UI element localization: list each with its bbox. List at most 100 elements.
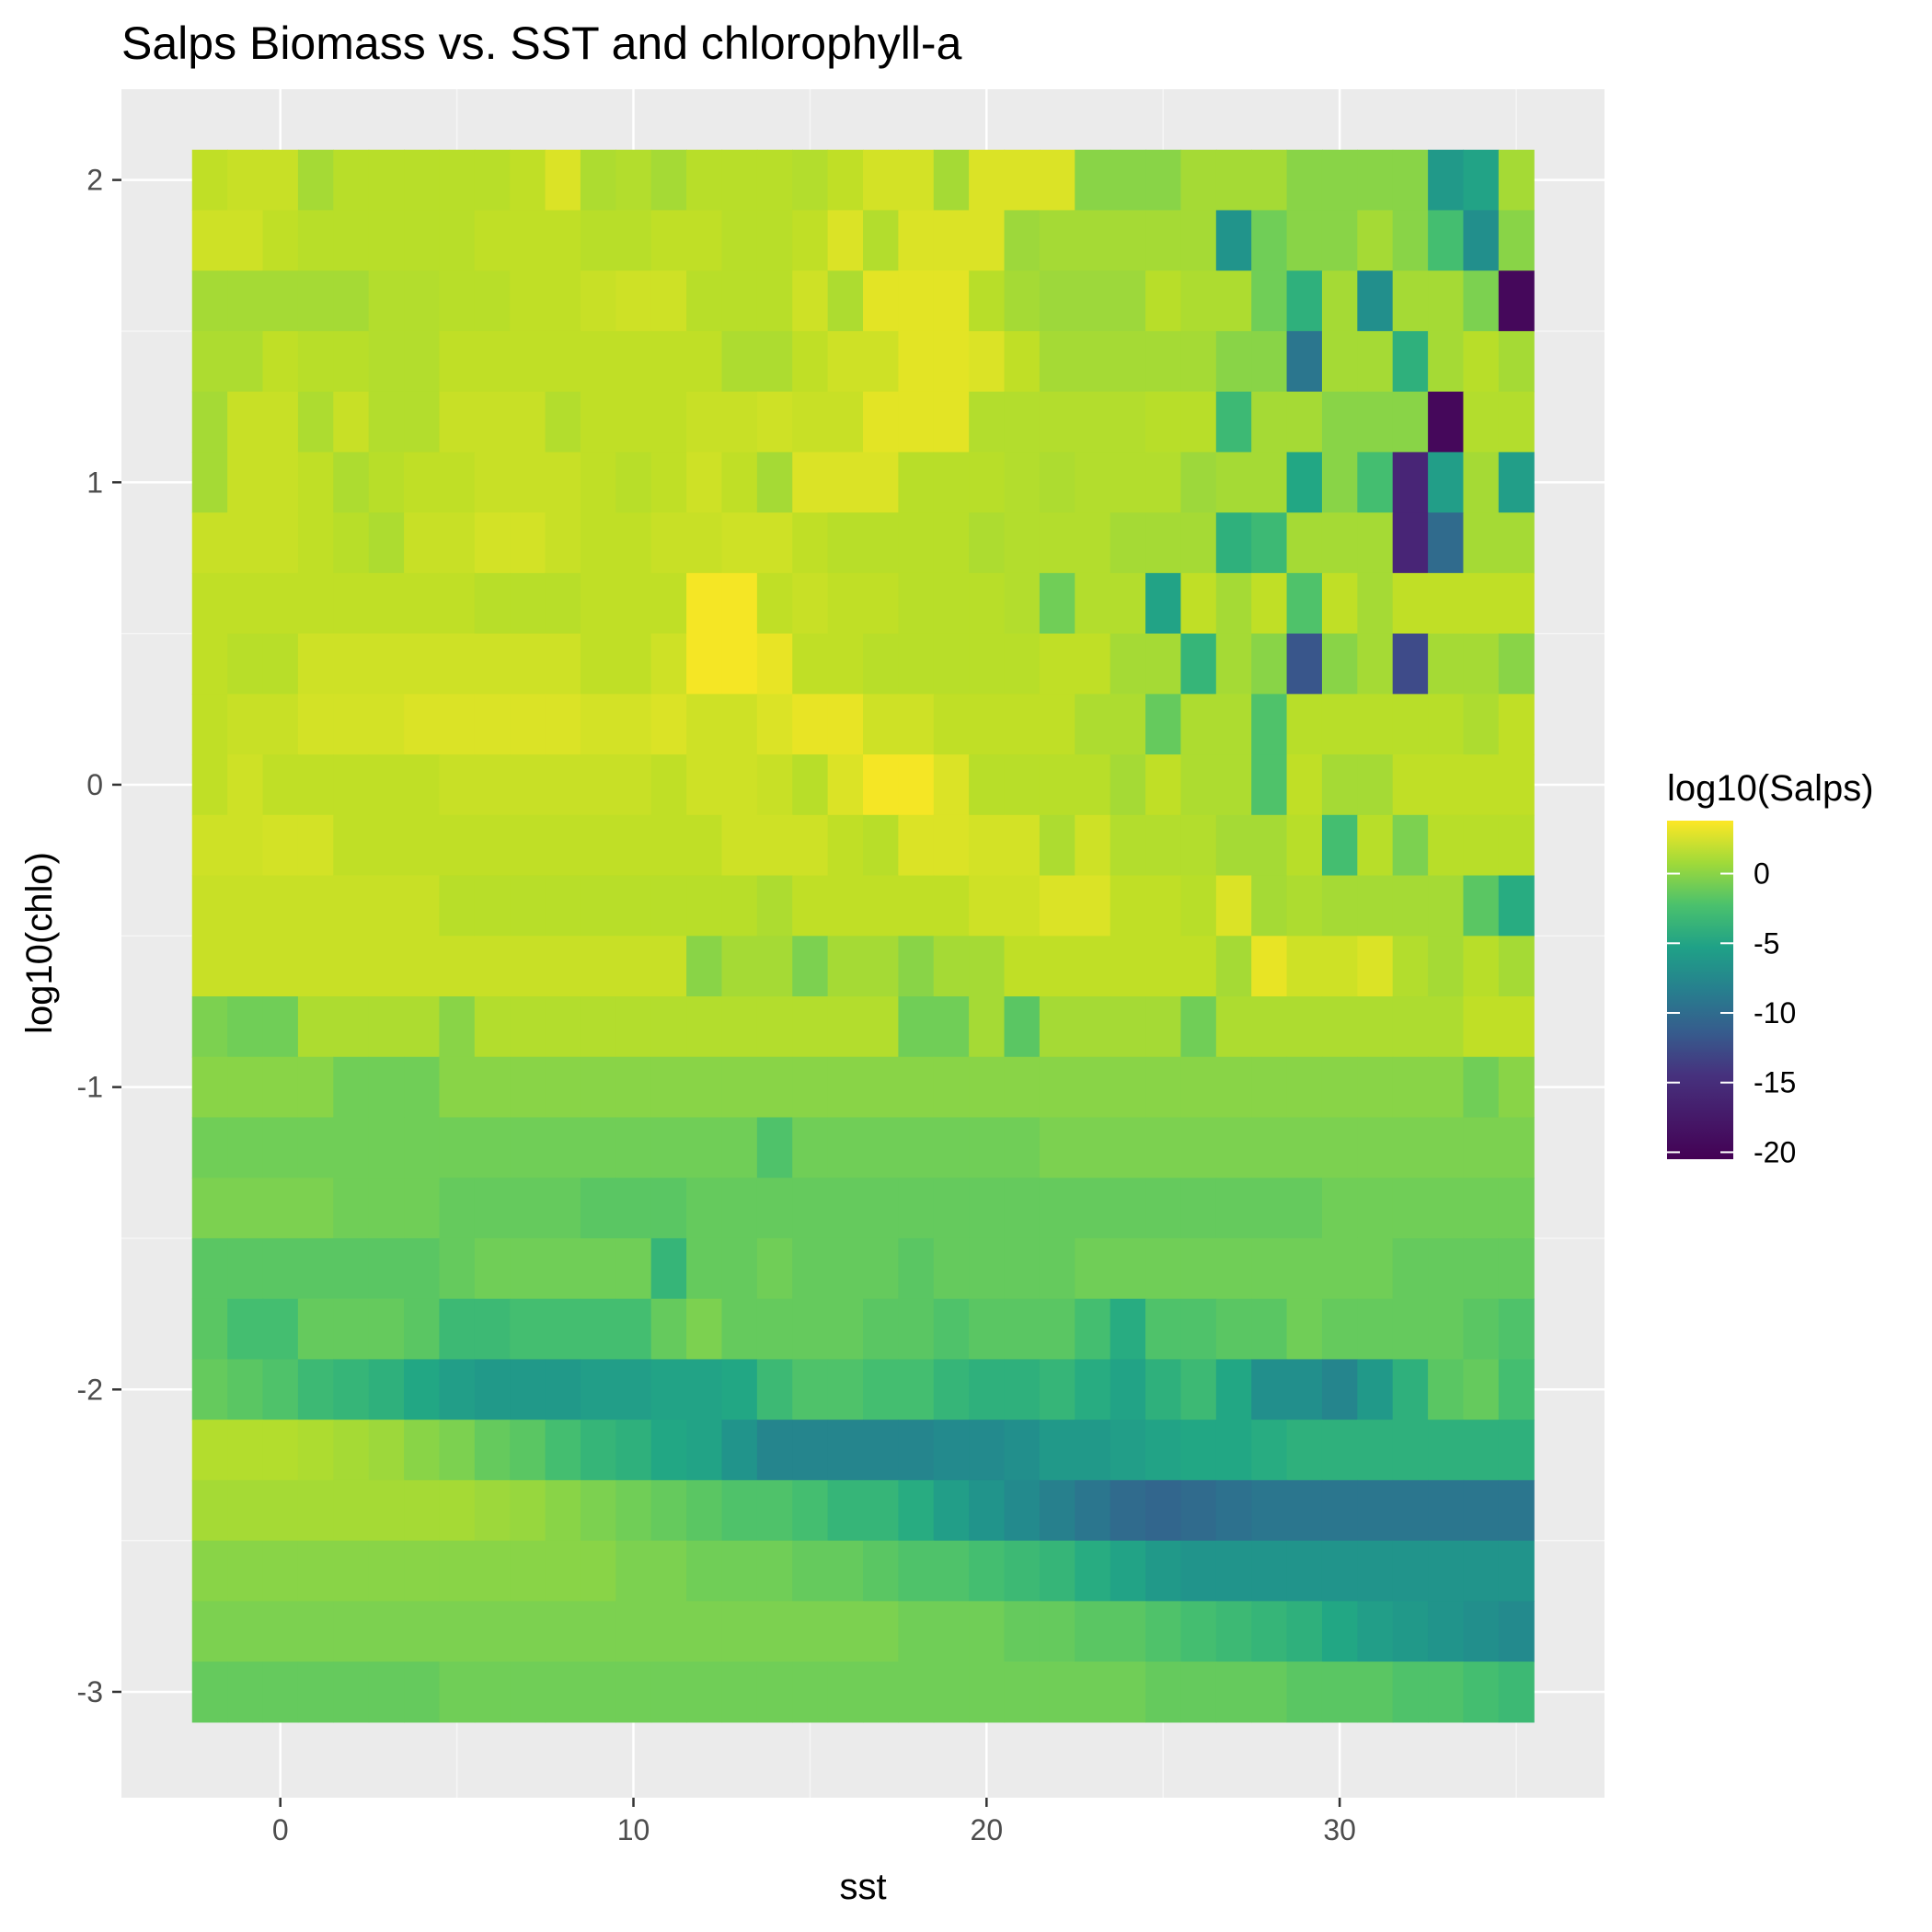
heatmap-cell xyxy=(580,875,616,937)
heatmap-cell xyxy=(1286,1237,1323,1300)
heatmap-cell xyxy=(898,1601,935,1662)
legend-tick-label: 0 xyxy=(1754,857,1770,891)
heatmap-cell xyxy=(933,1237,970,1300)
heatmap-cell xyxy=(545,149,581,212)
heatmap-cell xyxy=(1463,1479,1500,1542)
heatmap-cell xyxy=(792,452,829,513)
heatmap-cell xyxy=(474,936,511,997)
heatmap-cell xyxy=(297,391,334,453)
heatmap-cell xyxy=(792,814,829,877)
heatmap-cell xyxy=(1145,452,1182,513)
heatmap-cell xyxy=(191,1479,228,1542)
heatmap-cell xyxy=(1039,633,1075,695)
heatmap-cell xyxy=(933,149,970,212)
heatmap-cell xyxy=(1110,1056,1146,1119)
heatmap-cell xyxy=(545,1056,581,1119)
heatmap-cell xyxy=(1392,633,1429,695)
heatmap-cell xyxy=(333,1359,370,1420)
heatmap-cell xyxy=(650,512,687,574)
heatmap-cell xyxy=(1180,452,1217,513)
heatmap-cell xyxy=(1251,1237,1288,1300)
heatmap-cell xyxy=(969,391,1006,453)
heatmap-cell xyxy=(1321,391,1358,453)
heatmap-cell xyxy=(1321,512,1358,574)
heatmap-cell xyxy=(933,1117,970,1179)
heatmap-cell xyxy=(1215,1479,1252,1542)
heatmap-cell xyxy=(756,512,793,574)
heatmap-cell xyxy=(792,875,829,937)
heatmap-cell xyxy=(1357,1298,1394,1361)
heatmap-cell xyxy=(297,754,334,816)
heatmap-cell xyxy=(1180,875,1217,937)
heatmap-cell xyxy=(1392,210,1429,271)
heatmap-cell xyxy=(721,149,758,212)
heatmap-cell xyxy=(545,1420,581,1481)
heatmap-cell xyxy=(1428,1056,1465,1119)
heatmap-cell xyxy=(686,633,723,695)
heatmap-cell xyxy=(1215,1420,1252,1481)
y-tick-label: -3 xyxy=(77,1675,103,1708)
heatmap-cell xyxy=(1357,1237,1394,1300)
heatmap-cell xyxy=(227,572,264,635)
heatmap-cell xyxy=(898,452,935,513)
heatmap-cell xyxy=(686,1117,723,1179)
heatmap-cell xyxy=(262,1056,299,1119)
heatmap-cell xyxy=(1428,814,1465,877)
heatmap-cell xyxy=(1463,391,1500,453)
heatmap-cell xyxy=(404,330,441,393)
heatmap-cell xyxy=(1110,996,1146,1058)
heatmap-cell xyxy=(756,1237,793,1300)
heatmap-cell xyxy=(1321,1237,1358,1300)
heatmap-cell xyxy=(439,1178,476,1239)
heatmap-cell xyxy=(297,149,334,212)
heatmap-cell xyxy=(1180,149,1217,212)
heatmap-cell xyxy=(439,633,476,695)
heatmap-cell xyxy=(1145,1479,1182,1542)
heatmap-cell xyxy=(1145,1117,1182,1179)
heatmap-cell xyxy=(262,633,299,695)
heatmap-cell xyxy=(1180,330,1217,393)
heatmap-cell xyxy=(1251,814,1288,877)
heatmap-cell xyxy=(1215,452,1252,513)
heatmap-cell xyxy=(191,996,228,1058)
heatmap-cell xyxy=(439,754,476,816)
legend-title: log10(Salps) xyxy=(1667,768,1874,809)
heatmap-cell xyxy=(1145,1237,1182,1300)
heatmap-cell xyxy=(297,1117,334,1179)
heatmap-cell xyxy=(792,1178,829,1239)
heatmap-cell xyxy=(1075,1662,1111,1723)
heatmap-cell xyxy=(1357,1479,1394,1542)
heatmap-cell xyxy=(1498,1540,1535,1602)
heatmap-cell xyxy=(1286,149,1323,212)
heatmap-cell xyxy=(297,512,334,574)
heatmap-cell xyxy=(615,1359,652,1420)
heatmap-cell xyxy=(1357,512,1394,574)
heatmap-cell xyxy=(721,1420,758,1481)
heatmap-cell xyxy=(333,452,370,513)
heatmap-cell xyxy=(721,996,758,1058)
heatmap-cell xyxy=(898,1237,935,1300)
heatmap-cell xyxy=(439,1601,476,1662)
heatmap-cell xyxy=(1498,452,1535,513)
heatmap-cell xyxy=(545,754,581,816)
heatmap-cell xyxy=(686,512,723,574)
heatmap-cell xyxy=(1145,1298,1182,1361)
heatmap-cell xyxy=(756,754,793,816)
heatmap-cell xyxy=(969,1479,1006,1542)
heatmap-cell xyxy=(686,1601,723,1662)
heatmap-cell xyxy=(262,814,299,877)
heatmap-cell xyxy=(650,1359,687,1420)
heatmap-cell xyxy=(1110,1420,1146,1481)
heatmap-cell xyxy=(615,1178,652,1239)
heatmap-cell xyxy=(1075,1298,1111,1361)
heatmap-cell xyxy=(792,633,829,695)
heatmap-cell xyxy=(650,1056,687,1119)
heatmap-cell xyxy=(1357,1117,1394,1179)
heatmap-cell xyxy=(1145,391,1182,453)
heatmap-cell xyxy=(404,1359,441,1420)
heatmap-cell xyxy=(1075,572,1111,635)
heatmap-cell xyxy=(827,633,864,695)
heatmap-cell xyxy=(898,996,935,1058)
heatmap-cell xyxy=(933,391,970,453)
heatmap-cell xyxy=(297,1178,334,1239)
